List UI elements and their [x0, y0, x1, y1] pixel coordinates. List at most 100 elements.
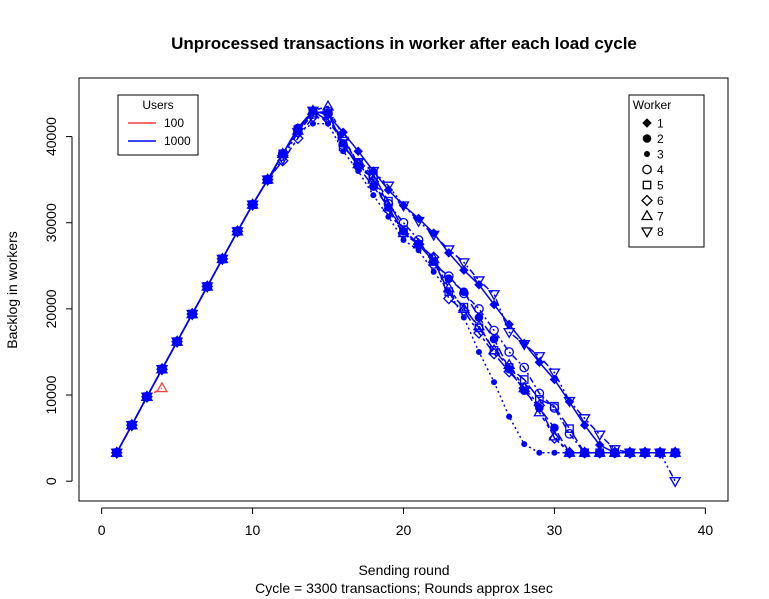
data-point	[669, 446, 682, 459]
data-point	[578, 414, 591, 425]
data-point	[623, 446, 637, 457]
data-point	[548, 429, 561, 441]
data-point	[608, 445, 621, 456]
legend-title: Users	[142, 98, 173, 112]
data-point	[487, 290, 501, 301]
series-users-1000-worker-8	[110, 106, 682, 488]
legend-item-label: 6	[657, 194, 664, 208]
series-line	[116, 109, 676, 454]
data-point	[475, 348, 482, 355]
series-layer	[110, 99, 682, 488]
y-tick-label: 40000	[43, 117, 59, 156]
data-point	[110, 446, 123, 457]
data-point	[155, 362, 169, 374]
legend-marker-swatch	[644, 151, 650, 157]
data-point	[459, 288, 469, 299]
series-line	[116, 112, 676, 454]
data-point	[489, 299, 499, 310]
data-point	[563, 446, 576, 459]
data-point	[623, 448, 637, 460]
data-point	[216, 254, 229, 266]
data-point	[216, 252, 229, 264]
legend-marker-swatch	[640, 227, 654, 239]
legend-box	[628, 94, 705, 248]
data-point	[231, 224, 244, 236]
legend-item-label: 5	[657, 179, 664, 193]
legend-marker-swatch	[641, 194, 653, 207]
data-point	[412, 238, 425, 251]
data-point	[519, 362, 530, 373]
data-point	[412, 216, 425, 228]
data-point	[564, 428, 575, 439]
data-point	[397, 226, 410, 238]
data-point	[442, 245, 455, 256]
data-point	[155, 365, 169, 376]
data-point	[550, 423, 559, 433]
chart-title: Unprocessed transactions in worker after…	[171, 34, 637, 53]
data-point	[550, 401, 559, 411]
data-point	[306, 106, 320, 118]
data-point	[352, 158, 365, 169]
series-line	[116, 122, 676, 454]
data-point	[186, 309, 199, 321]
data-point	[170, 335, 184, 346]
data-point	[355, 168, 362, 175]
x-tick-label: 30	[547, 522, 563, 538]
data-point	[382, 200, 395, 212]
data-point	[459, 265, 469, 275]
legends: Users 100 1000 Worker 12 34 56 78	[117, 94, 705, 248]
data-point	[489, 325, 499, 336]
data-point	[578, 446, 591, 457]
series-line	[116, 109, 676, 454]
legend-users: Users 100 1000	[117, 94, 199, 156]
series-line	[116, 387, 163, 454]
data-point	[533, 405, 546, 417]
data-point	[503, 365, 516, 378]
legend-marker-swatch	[642, 164, 652, 175]
data-point	[443, 271, 454, 281]
data-point	[231, 227, 244, 238]
data-point	[307, 110, 319, 123]
data-point	[444, 274, 454, 284]
data-point	[536, 449, 543, 456]
x-axis-label: Sending round	[358, 562, 449, 578]
legend-item-label: 8	[657, 225, 664, 239]
data-point	[246, 198, 259, 209]
series-line	[116, 110, 676, 454]
data-point	[548, 368, 561, 380]
data-point	[521, 441, 528, 448]
axes: 0 10 20 30 40 0 10000 20000 30000 40000	[43, 117, 713, 538]
data-point	[399, 225, 408, 234]
data-point	[382, 181, 395, 193]
data-point	[474, 304, 484, 314]
series-users-1000-worker-5	[112, 107, 680, 458]
data-point	[201, 279, 214, 291]
series-line	[116, 105, 676, 454]
series-line	[116, 109, 676, 482]
data-point	[608, 446, 621, 459]
data-point	[170, 337, 184, 349]
data-point	[276, 154, 289, 166]
series-line	[116, 115, 676, 454]
data-point	[489, 334, 499, 344]
data-point	[397, 201, 410, 213]
data-point	[201, 282, 214, 293]
data-point	[125, 421, 138, 432]
data-point	[503, 327, 516, 339]
y-axis-label: Backlog in workers	[4, 231, 20, 349]
data-point	[534, 394, 544, 404]
data-point	[579, 420, 590, 430]
plot-frame	[78, 77, 729, 502]
data-point	[370, 192, 377, 199]
data-point	[669, 446, 682, 457]
data-point	[261, 175, 274, 187]
data-point	[385, 213, 392, 220]
data-point	[309, 120, 316, 127]
x-tick-label: 20	[396, 522, 412, 538]
legend-item-label: 1000	[164, 134, 191, 148]
data-point	[578, 446, 591, 459]
data-point	[472, 276, 486, 287]
data-point	[518, 381, 531, 393]
